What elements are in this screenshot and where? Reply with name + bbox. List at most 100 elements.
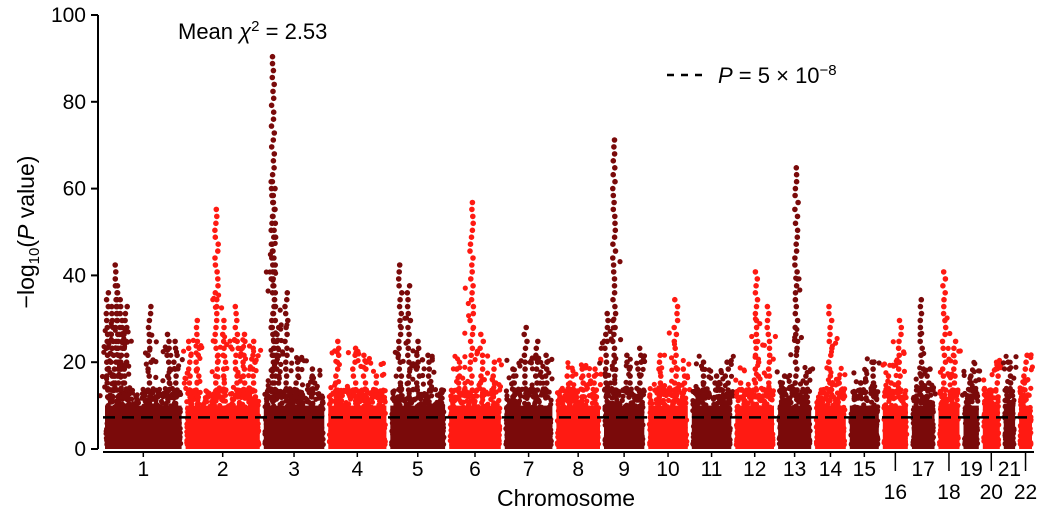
chromosome-label-10: 10 [656, 458, 679, 481]
chromosome-17-points [910, 296, 938, 449]
peak-point [1000, 353, 1019, 400]
chromosome-6-points [447, 199, 504, 449]
chromosome-label-9: 9 [618, 458, 630, 481]
base-point-cloud [735, 405, 774, 449]
peak-point [484, 357, 504, 400]
base-point-cloud [963, 405, 979, 449]
chromosome-label-7: 7 [523, 458, 535, 481]
chromosome-label-3: 3 [288, 458, 300, 481]
peak-point [733, 365, 751, 400]
y-tick-label: 0 [74, 438, 86, 461]
peak-point [634, 345, 648, 400]
peak-point [399, 283, 419, 400]
chromosome-label-8: 8 [572, 458, 584, 481]
chromosome-label-21: 21 [998, 458, 1021, 481]
chromosome-label-17: 17 [911, 458, 934, 481]
chromosome-20-points [981, 357, 1004, 449]
peak-point [97, 290, 114, 400]
chromosome-label-5: 5 [412, 458, 424, 481]
peak-point [181, 338, 199, 400]
chromosome-label-4: 4 [351, 458, 363, 481]
peak-point [368, 360, 387, 400]
peak-point [989, 357, 1004, 400]
base-point-cloud [691, 405, 732, 449]
peak-point [651, 352, 669, 400]
base-point-cloud [849, 405, 879, 449]
peak-point [419, 352, 437, 400]
base-point-cloud [1019, 405, 1032, 449]
peak-point [409, 338, 427, 400]
peak-point [392, 262, 410, 400]
peak-point [289, 354, 307, 400]
peak-point [450, 353, 468, 400]
peak-point [863, 356, 882, 400]
chromosome-label-18: 18 [937, 481, 960, 504]
peak-point [142, 303, 159, 400]
peak-point [666, 296, 682, 400]
peak-point [303, 358, 323, 400]
y-tick-label: 100 [51, 4, 86, 27]
chromosome-label-2: 2 [217, 458, 229, 481]
chromosome-3-points [262, 53, 326, 449]
chromosome-21-points [1000, 353, 1019, 449]
peak-point [693, 353, 712, 400]
peak-point [1017, 352, 1035, 400]
peak-point [190, 317, 205, 400]
chromosome-18-points [937, 269, 963, 449]
peak-point [749, 269, 763, 400]
peak-point [166, 338, 185, 400]
peak-point [913, 296, 928, 400]
peak-point [706, 367, 726, 400]
base-point-cloud [504, 405, 553, 449]
y-tick-label: 80 [63, 91, 86, 114]
chromosome-12-points [733, 269, 778, 449]
base-point-cloud [390, 405, 446, 449]
chromosome-1-points [97, 262, 185, 449]
chromosome-7-points [503, 324, 555, 449]
chromosome-22-points [1017, 352, 1035, 449]
peak-point [246, 338, 264, 400]
chromosome-label-11: 11 [701, 458, 723, 481]
base-point-cloud [1003, 405, 1016, 449]
peak-point [919, 366, 938, 400]
peak-point [880, 361, 899, 400]
peak-point [235, 331, 253, 400]
peak-point [355, 352, 374, 400]
peak-point [472, 331, 491, 400]
peak-point [268, 324, 286, 400]
peak-point [214, 317, 234, 400]
peak-point [833, 365, 848, 400]
peak-point [760, 303, 778, 400]
legend: P = 5 × 10−8 [667, 62, 837, 88]
chromosome-label-16: 16 [884, 481, 907, 504]
peak-point [947, 338, 963, 400]
chromosome-19-points [960, 359, 983, 449]
peak-point [967, 367, 983, 400]
peak-point [788, 165, 804, 400]
chromosome-label-1: 1 [137, 458, 149, 481]
base-point-cloud [185, 405, 260, 449]
base-point-cloud [556, 405, 600, 449]
chromosome-13-points [774, 165, 816, 449]
y-tick-label: 40 [63, 264, 86, 287]
peak-point [573, 362, 593, 400]
peak-point [344, 345, 362, 400]
x-axis-title: Chromosome [497, 485, 635, 511]
peak-point [937, 269, 954, 400]
peak-point [586, 356, 604, 400]
chromosome-8-points [554, 356, 604, 449]
peak-point [108, 283, 128, 400]
chromosome-label-20: 20 [980, 481, 1003, 504]
chromosome-label-14: 14 [819, 458, 843, 481]
peak-point [328, 338, 344, 400]
peak-point [774, 369, 793, 400]
chromosome-2-points [181, 206, 264, 449]
chromosome-label-22: 22 [1014, 481, 1037, 504]
base-point-cloud [328, 405, 387, 449]
peak-point [462, 199, 480, 400]
y-axis-title: −log10(P value) [13, 156, 43, 309]
peak-point [517, 324, 535, 400]
data-points [97, 53, 1035, 449]
